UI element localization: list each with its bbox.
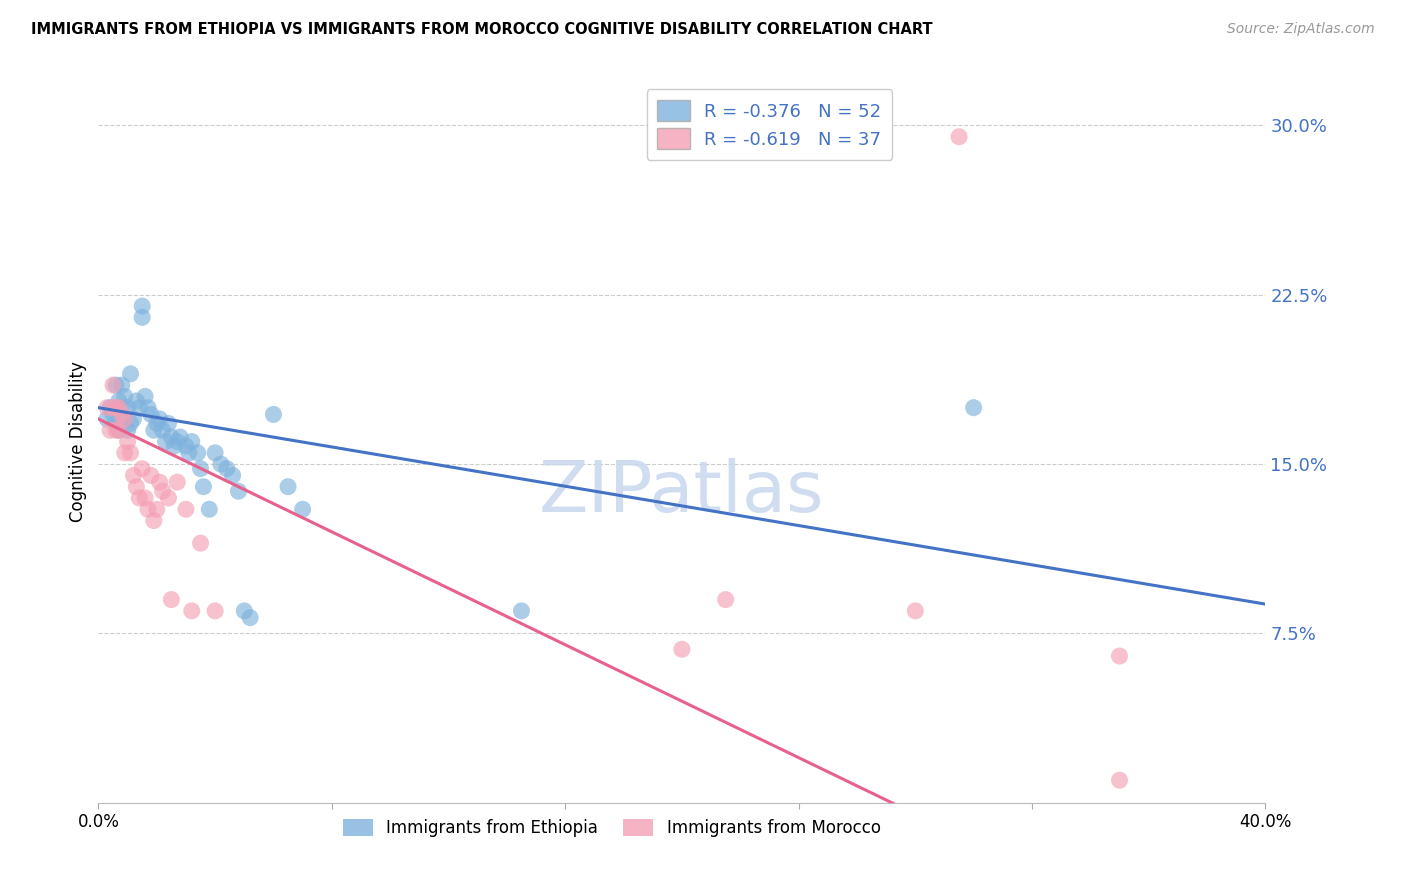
Point bbox=[125, 480, 148, 494]
Point bbox=[101, 408, 124, 422]
Point bbox=[117, 401, 139, 415]
Point bbox=[962, 401, 984, 415]
Point bbox=[131, 310, 153, 325]
Point bbox=[96, 401, 118, 415]
Point bbox=[111, 408, 134, 422]
Point bbox=[233, 604, 256, 618]
Point bbox=[160, 592, 183, 607]
Text: ZIPatlas: ZIPatlas bbox=[538, 458, 825, 526]
Point bbox=[152, 423, 174, 437]
Point bbox=[180, 434, 202, 449]
Point bbox=[146, 502, 169, 516]
Point bbox=[157, 491, 180, 505]
Point bbox=[108, 423, 131, 437]
Point bbox=[117, 434, 139, 449]
Point bbox=[101, 401, 124, 415]
Point bbox=[142, 423, 165, 437]
Point bbox=[204, 604, 226, 618]
Point bbox=[262, 408, 284, 422]
Point bbox=[510, 604, 533, 618]
Point bbox=[169, 430, 191, 444]
Point bbox=[155, 434, 177, 449]
Y-axis label: Cognitive Disability: Cognitive Disability bbox=[69, 361, 87, 522]
Point bbox=[146, 417, 169, 431]
Point bbox=[215, 461, 238, 475]
Point bbox=[166, 434, 188, 449]
Text: IMMIGRANTS FROM ETHIOPIA VS IMMIGRANTS FROM MOROCCO COGNITIVE DISABILITY CORRELA: IMMIGRANTS FROM ETHIOPIA VS IMMIGRANTS F… bbox=[31, 22, 932, 37]
Point bbox=[190, 536, 212, 550]
Point bbox=[228, 484, 250, 499]
Point bbox=[198, 502, 221, 516]
Point bbox=[139, 468, 162, 483]
Point bbox=[948, 129, 970, 144]
Point bbox=[1108, 773, 1130, 788]
Point bbox=[101, 378, 124, 392]
Point bbox=[111, 401, 134, 415]
Point bbox=[104, 401, 127, 415]
Point bbox=[166, 475, 188, 490]
Point bbox=[134, 491, 156, 505]
Text: Source: ZipAtlas.com: Source: ZipAtlas.com bbox=[1227, 22, 1375, 37]
Point bbox=[114, 389, 136, 403]
Point bbox=[149, 412, 172, 426]
Point bbox=[174, 502, 197, 516]
Point bbox=[142, 514, 165, 528]
Point bbox=[108, 423, 131, 437]
Point bbox=[136, 401, 159, 415]
Point bbox=[120, 367, 142, 381]
Point bbox=[190, 461, 212, 475]
Point bbox=[163, 439, 186, 453]
Point bbox=[139, 408, 162, 422]
Point bbox=[122, 468, 145, 483]
Point bbox=[193, 480, 215, 494]
Point bbox=[157, 417, 180, 431]
Point bbox=[98, 423, 121, 437]
Point bbox=[134, 389, 156, 403]
Point bbox=[136, 502, 159, 516]
Point bbox=[204, 446, 226, 460]
Point bbox=[111, 378, 134, 392]
Point bbox=[177, 446, 200, 460]
Point bbox=[128, 491, 150, 505]
Point bbox=[714, 592, 737, 607]
Point bbox=[120, 417, 142, 431]
Point bbox=[277, 480, 299, 494]
Point bbox=[122, 412, 145, 426]
Point bbox=[160, 430, 183, 444]
Point bbox=[671, 642, 693, 657]
Point bbox=[1108, 648, 1130, 663]
Point bbox=[131, 299, 153, 313]
Point bbox=[96, 412, 118, 426]
Point bbox=[120, 446, 142, 460]
Point bbox=[180, 604, 202, 618]
Point bbox=[114, 446, 136, 460]
Point bbox=[108, 393, 131, 408]
Point bbox=[117, 423, 139, 437]
Point bbox=[128, 401, 150, 415]
Point bbox=[114, 412, 136, 426]
Point bbox=[104, 423, 127, 437]
Point bbox=[209, 457, 232, 471]
Point bbox=[221, 468, 243, 483]
Legend: Immigrants from Ethiopia, Immigrants from Morocco: Immigrants from Ethiopia, Immigrants fro… bbox=[335, 810, 889, 845]
Point bbox=[125, 393, 148, 408]
Point bbox=[291, 502, 314, 516]
Point bbox=[149, 475, 172, 490]
Point bbox=[187, 446, 209, 460]
Point bbox=[104, 417, 127, 431]
Point bbox=[131, 461, 153, 475]
Point bbox=[152, 484, 174, 499]
Point bbox=[239, 610, 262, 624]
Point bbox=[114, 412, 136, 426]
Point bbox=[104, 378, 127, 392]
Point bbox=[98, 401, 121, 415]
Point bbox=[904, 604, 927, 618]
Point bbox=[174, 439, 197, 453]
Point bbox=[108, 401, 131, 415]
